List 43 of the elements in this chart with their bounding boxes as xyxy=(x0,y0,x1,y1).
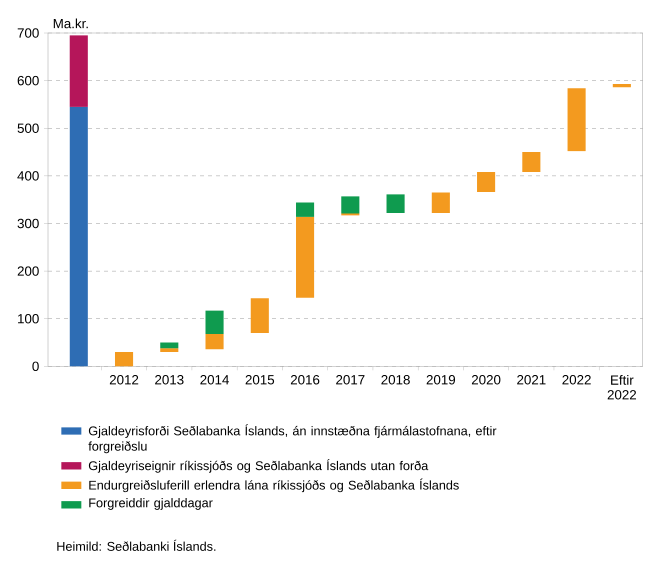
bar xyxy=(432,192,450,213)
bar xyxy=(612,84,631,88)
bar xyxy=(205,334,224,350)
bar xyxy=(568,88,586,152)
y-axis-title: Ma.kr. xyxy=(54,18,88,28)
bar xyxy=(160,348,178,352)
bar xyxy=(296,216,314,298)
bar xyxy=(205,310,224,334)
bar xyxy=(114,352,134,366)
x-tick-label: 2019 xyxy=(426,375,456,384)
bar xyxy=(522,152,540,172)
x-tick-label: 2012 xyxy=(110,375,138,384)
y-tick-label: 500 xyxy=(18,124,39,133)
legend-label: Endurgreiðsluferill erlendra lána ríkissjóðs og Seðlabanka Íslands xyxy=(89,478,459,492)
y-tick-label: 0 xyxy=(32,362,39,372)
bar xyxy=(296,202,314,217)
x-tick-label: 2015 xyxy=(246,375,274,384)
bar xyxy=(341,196,360,214)
legend-label: Forgreiddir gjalddagar xyxy=(89,498,213,510)
x-tick-label: 2022 xyxy=(562,375,591,384)
bar xyxy=(70,35,88,107)
y-tick-label: 200 xyxy=(18,266,39,276)
bar xyxy=(250,298,269,333)
x-tick-label: 2017 xyxy=(336,375,364,384)
legend-label: Gjaldeyrisforði Seðlabanka Íslands, án innstæðna fjármálastofnana, eftir forgreiðslu xyxy=(88,424,496,454)
legend-label: Gjaldeyriseignir ríkissjóðs og Seðlabanka Íslands utan forða xyxy=(88,459,428,473)
y-tick-label: 600 xyxy=(18,76,39,86)
y-tick-label: 400 xyxy=(17,171,39,181)
y-tick-label: 300 xyxy=(18,218,39,228)
x-tick-label: 2018 xyxy=(381,375,410,384)
y-tick-label: 100 xyxy=(18,314,39,324)
y-tick-label: 700 xyxy=(18,28,39,38)
bar xyxy=(477,172,496,192)
x-tick-label: 2021 xyxy=(517,375,546,384)
x-tick-label: 2014 xyxy=(200,375,229,384)
x-tick-label: Eftir 2022 xyxy=(608,375,636,400)
bar xyxy=(160,342,178,348)
x-tick-label: 2016 xyxy=(290,375,320,384)
bar xyxy=(386,194,405,213)
x-tick-label: 2020 xyxy=(472,375,500,384)
text: Heimild: Seðlabanki Íslands. xyxy=(57,540,216,551)
bar xyxy=(70,106,88,366)
x-tick-label: 2013 xyxy=(155,375,184,384)
